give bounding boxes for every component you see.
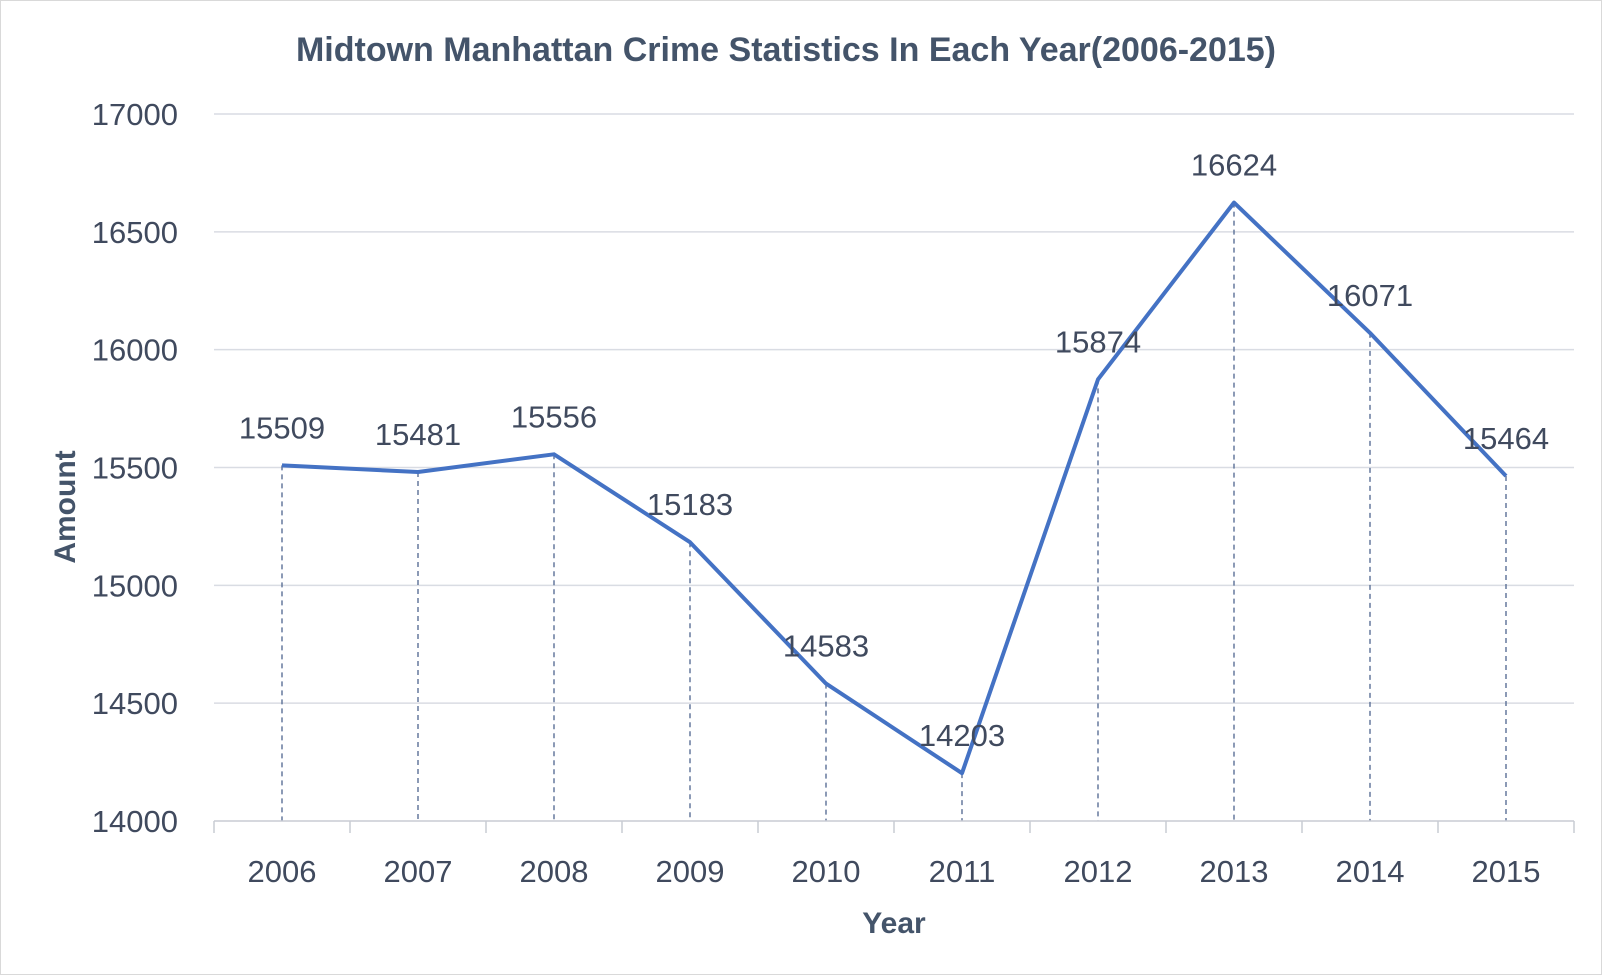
y-tick-label: 14500 [92, 686, 178, 721]
series-line [281, 200, 1508, 776]
data-label: 15509 [239, 410, 325, 445]
data-label: 15183 [647, 487, 733, 522]
x-axis-ticks: 2006 2007 2008 2009 2010 2011 2012 2013 2014 2015 [248, 854, 1541, 889]
data-labels: 15509 15481 15556 15183 14583 14203 15874 16624… [239, 148, 1549, 754]
x-tick-label: 2014 [1336, 854, 1405, 889]
y-tick-label: 16500 [92, 215, 178, 250]
x-tick-label: 2006 [248, 854, 317, 889]
y-tick-label: 17000 [92, 97, 178, 132]
y-tick-label: 14000 [92, 804, 178, 839]
chart-title: Midtown Manhattan Crime Statistics In Ea… [296, 31, 1276, 69]
data-label: 15481 [375, 417, 461, 452]
y-axis-ticks: 14000 14500 15000 15500 16000 16500 17000 [92, 97, 178, 839]
data-label: 16624 [1191, 148, 1277, 183]
y-tick-label: 16000 [92, 333, 178, 368]
data-label: 15556 [511, 399, 597, 434]
drop-lines [281, 202, 1507, 821]
y-tick-label: 15500 [92, 451, 178, 486]
x-tick-label: 2008 [520, 854, 589, 889]
series [281, 200, 1508, 776]
data-label: 15464 [1463, 421, 1549, 456]
y-tick-label: 15000 [92, 568, 178, 603]
data-label: 14203 [919, 718, 1005, 753]
x-tick-label: 2011 [929, 854, 996, 889]
x-tick-label: 2013 [1200, 854, 1269, 889]
x-axis-title: Year [862, 907, 926, 940]
y-axis-title: Amount [49, 450, 82, 563]
data-label: 16071 [1327, 278, 1413, 313]
x-tick-label: 2010 [792, 854, 861, 889]
x-tick-label: 2009 [656, 854, 725, 889]
x-tick-label: 2012 [1064, 854, 1133, 889]
data-label: 15874 [1055, 324, 1141, 359]
x-tick-label: 2007 [384, 854, 453, 889]
data-label: 14583 [783, 629, 869, 664]
x-tick-label: 2015 [1472, 854, 1541, 889]
x-axis [213, 820, 1575, 833]
